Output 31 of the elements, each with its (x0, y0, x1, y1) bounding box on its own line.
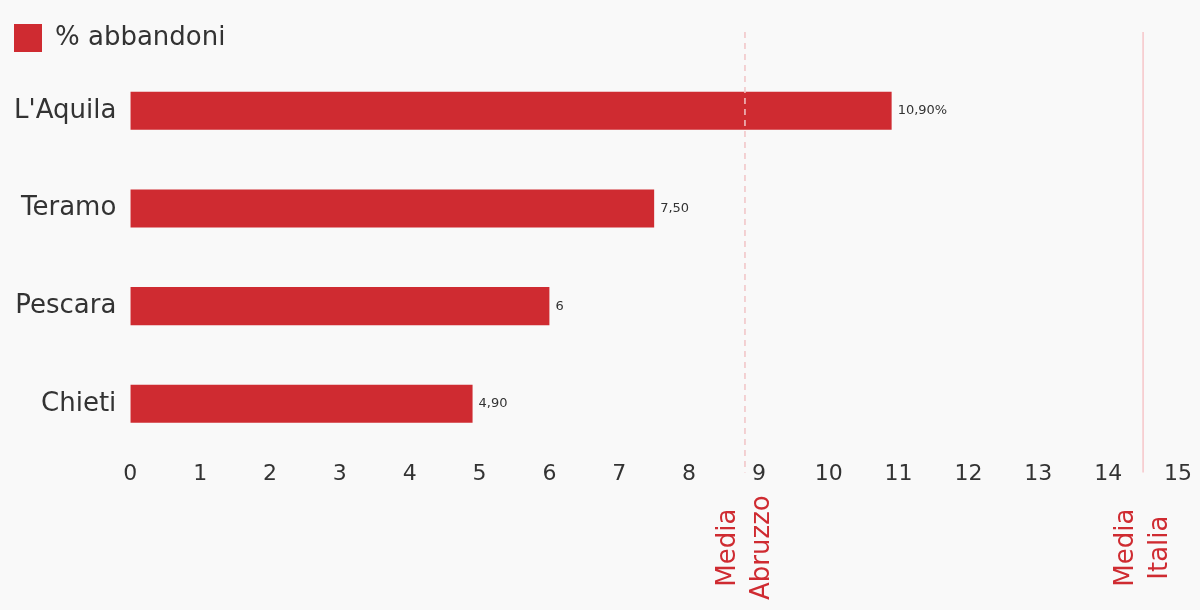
bar (130, 384, 473, 423)
x-tick-label: 6 (542, 459, 557, 485)
y-tick-label: Chieti (41, 386, 117, 417)
x-tick-label: 8 (682, 459, 697, 485)
x-tick-label: 11 (884, 459, 913, 485)
data-label: 7,50 (660, 199, 690, 215)
ref-line-label: Media Abruzzo (710, 495, 775, 600)
x-tick-label: 12 (954, 459, 983, 485)
x-tick-label: 9 (751, 459, 766, 485)
x-tick-label: 4 (402, 459, 417, 485)
x-tick-label: 14 (1094, 459, 1123, 485)
x-tick-label: 2 (263, 459, 278, 485)
x-tick-label: 15 (1164, 459, 1192, 485)
x-tick-label: 0 (123, 459, 138, 485)
data-label: 6 (555, 297, 564, 313)
y-tick-label: L'Aquila (14, 93, 117, 124)
x-tick-label: 1 (193, 459, 208, 485)
bar (130, 91, 892, 130)
legend-label: % abbandoni (55, 20, 226, 51)
data-label: 10,90% (897, 102, 948, 118)
bar (130, 189, 655, 228)
y-tick-label: Teramo (20, 191, 117, 222)
x-tick-label: 7 (612, 459, 627, 485)
x-tick-label: 3 (332, 459, 347, 485)
y-tick-label: Pescara (15, 288, 117, 319)
x-tick-label: 13 (1024, 459, 1053, 485)
data-label: 4,90 (478, 395, 508, 411)
ref-line-label: Media Italia (1108, 508, 1173, 587)
x-tick-label: 5 (472, 459, 487, 485)
bar (130, 287, 550, 326)
x-tick-label: 10 (814, 459, 843, 485)
